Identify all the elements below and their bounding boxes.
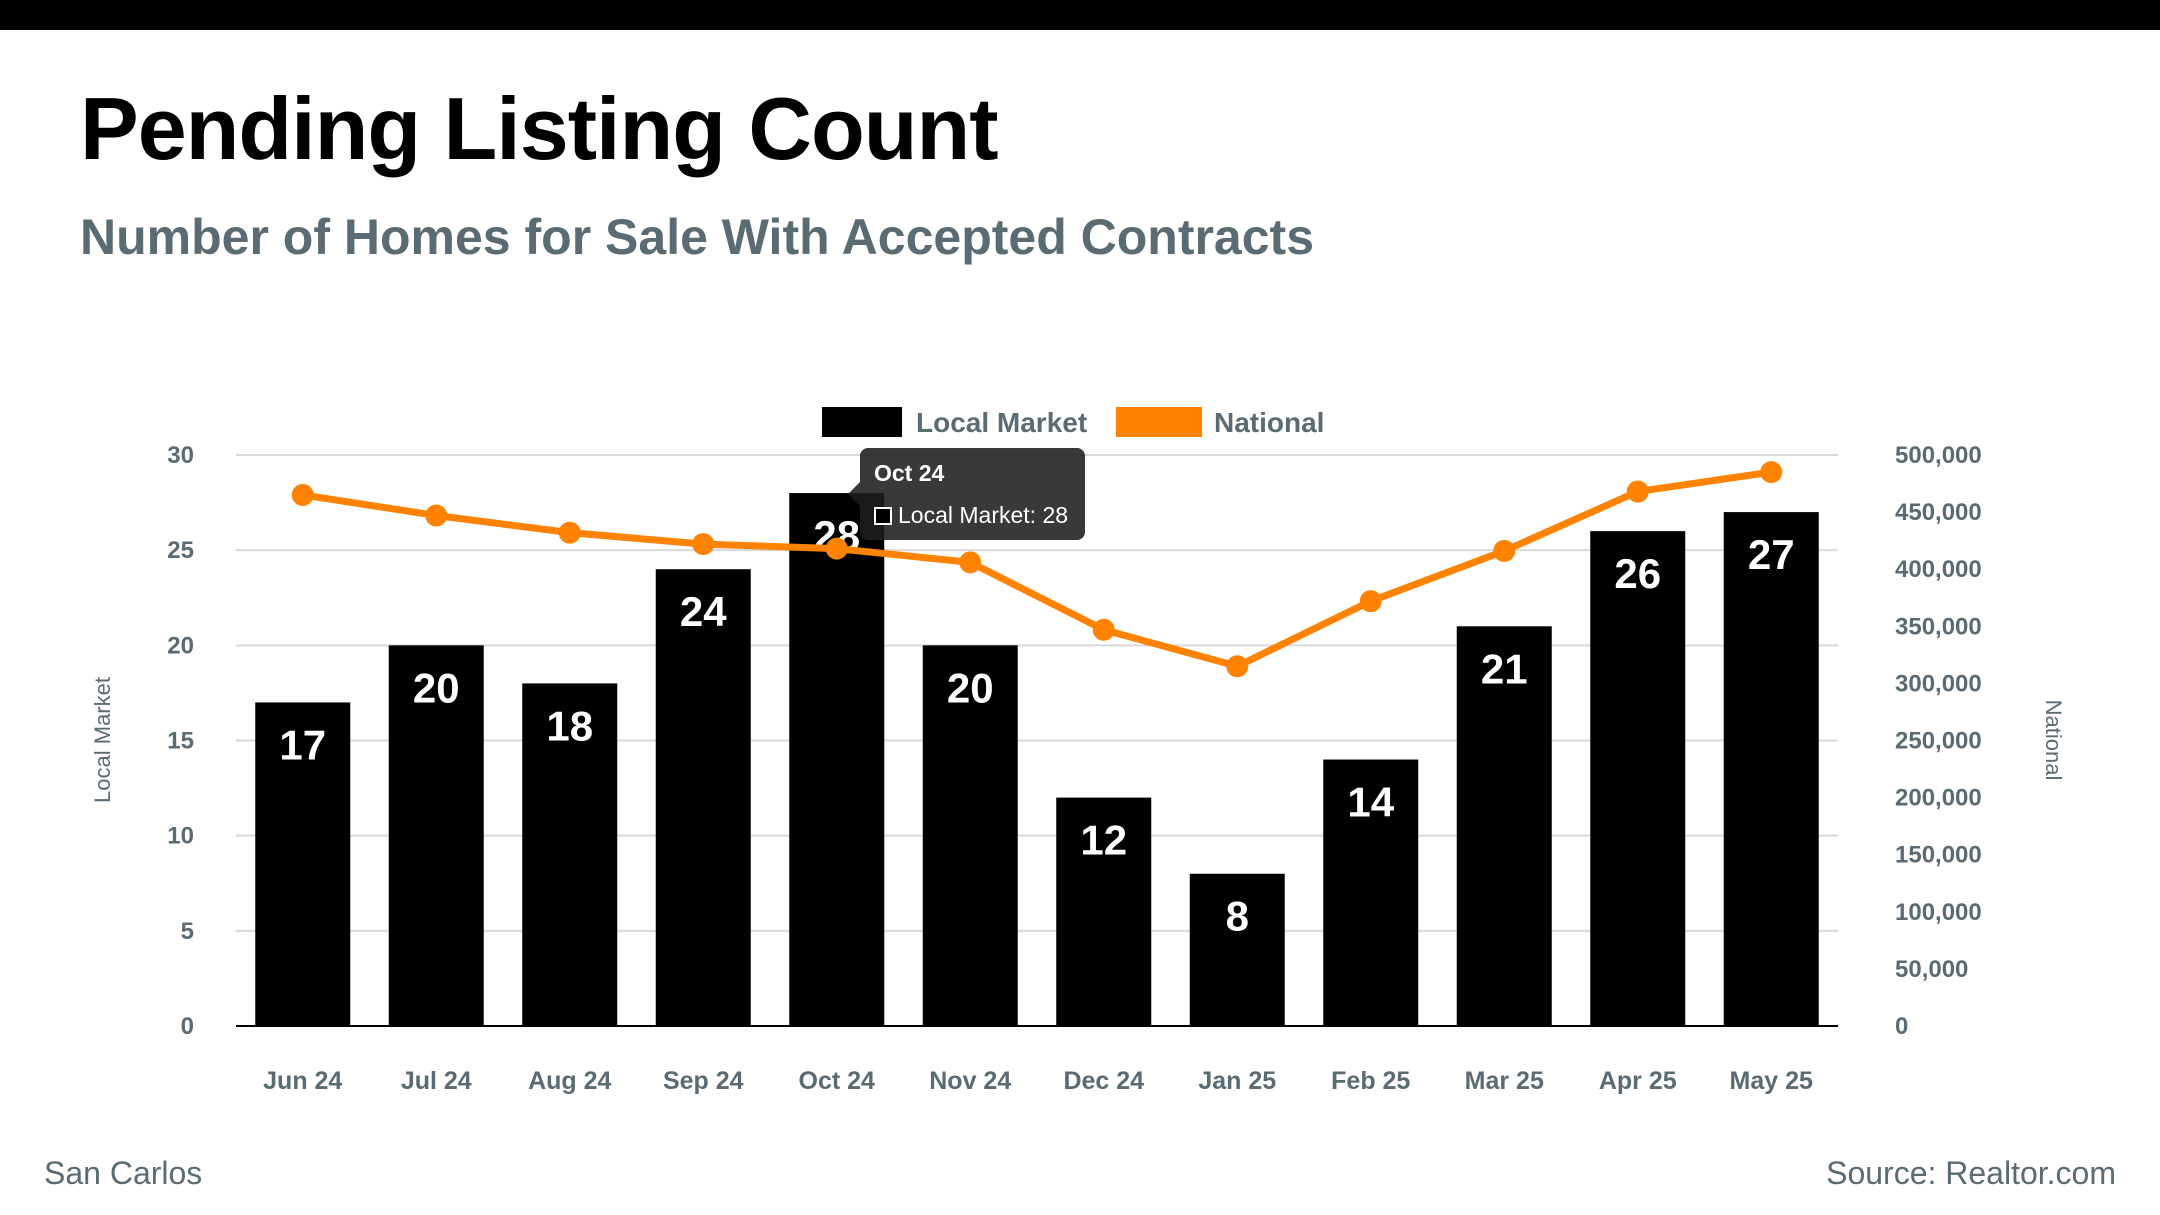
bar-value-label: 26: [1614, 550, 1661, 597]
y-right-tick-label: 200,000: [1895, 785, 1982, 812]
x-tick-label: Mar 25: [1465, 1067, 1544, 1095]
x-tick-label: Jul 24: [401, 1067, 472, 1095]
location-label: San Carlos: [44, 1155, 203, 1191]
bar: [388, 645, 484, 1026]
bar: [922, 645, 1018, 1026]
top-bar: [0, 0, 2160, 30]
bar-value-label: 14: [1347, 779, 1394, 826]
y-right-tick-label: 300,000: [1895, 670, 1982, 697]
legend-label-local: Local Market: [916, 407, 1087, 438]
tooltip-label: Local Market: 28: [898, 502, 1069, 528]
x-tick-label: Apr 25: [1599, 1067, 1677, 1095]
y-tick-label: 25: [167, 537, 194, 564]
legend-swatch-local: [822, 407, 902, 437]
source-label: Source: Realtor.com: [1826, 1155, 2116, 1191]
y-right-tick-label: 250,000: [1895, 728, 1982, 755]
y-right-tick-label: 50,000: [1895, 956, 1968, 983]
legend-label-national: National: [1214, 407, 1324, 438]
y-right-tick-label: 0: [1895, 1013, 1908, 1040]
x-tick-label: May 25: [1730, 1067, 1813, 1095]
y-right-tick-label: 150,000: [1895, 842, 1982, 869]
national-point: [1092, 618, 1115, 641]
legend-swatch-national: [1116, 407, 1202, 437]
national-point: [425, 504, 448, 527]
y-right-tick-label: 450,000: [1895, 499, 1982, 526]
national-point: [291, 483, 314, 506]
y-right-tick-label: 100,000: [1895, 899, 1982, 926]
x-tick-label: Dec 24: [1063, 1067, 1144, 1095]
y-tick-label: 10: [167, 823, 194, 850]
bar-value-label: 24: [680, 588, 727, 635]
bar-value-label: 12: [1080, 817, 1127, 864]
y-right-axis-title: National: [2041, 700, 2066, 781]
x-tick-label: Oct 24: [799, 1067, 876, 1095]
national-line: [302, 468, 1772, 670]
x-tick-label: Jun 24: [263, 1067, 342, 1095]
y-tick-label: 15: [167, 728, 194, 755]
x-tick-label: Aug 24: [528, 1067, 611, 1095]
page-title: Pending Listing Count: [80, 79, 999, 178]
y-right-tick-label: 500,000: [1895, 442, 1982, 469]
bar-value-label: 18: [546, 702, 593, 749]
national-point: [1760, 461, 1783, 484]
bar: [1323, 759, 1419, 1026]
y-right-tick-label: 400,000: [1895, 556, 1982, 583]
y-tick-label: 30: [167, 442, 194, 469]
bar: [1590, 531, 1686, 1026]
x-tick-label: Sep 24: [663, 1067, 744, 1095]
national-point: [825, 537, 848, 560]
chart-tooltip: Oct 24 Local Market: 28: [848, 448, 1085, 540]
national-point: [692, 533, 715, 556]
bar-value-label: 27: [1748, 531, 1795, 578]
tooltip-title: Oct 24: [874, 460, 945, 486]
y-tick-label: 5: [181, 918, 194, 945]
bar: [1189, 873, 1285, 1026]
bar-value-label: 17: [279, 721, 326, 768]
tooltip-swatch: [874, 506, 892, 525]
tooltip-caret: [848, 482, 860, 506]
bar: [789, 493, 885, 1027]
national-point: [558, 521, 581, 544]
bar: [1723, 512, 1819, 1026]
bar: [655, 569, 751, 1026]
y-axis-title: Local Market: [90, 677, 115, 803]
national-point: [1226, 655, 1249, 678]
bar: [522, 683, 618, 1026]
x-tick-label: Feb 25: [1331, 1067, 1410, 1095]
national-point: [1359, 590, 1382, 613]
national-point: [1493, 539, 1516, 562]
page-subtitle: Number of Homes for Sale With Accepted C…: [80, 209, 1315, 265]
y-right-tick-label: 350,000: [1895, 613, 1982, 640]
national-point: [959, 551, 982, 574]
tooltip-row: Local Market: 28: [874, 502, 1068, 529]
y-tick-label: 0: [181, 1013, 194, 1040]
bar-value-label: 8: [1226, 893, 1249, 940]
x-tick-label: Jan 25: [1198, 1067, 1276, 1095]
bar: [1056, 797, 1152, 1026]
national-point: [1626, 480, 1649, 503]
y-tick-label: 20: [167, 632, 194, 659]
bar: [255, 702, 351, 1026]
bar-value-label: 21: [1481, 645, 1528, 692]
bar: [1456, 626, 1552, 1026]
bar-value-label: 20: [947, 664, 994, 711]
bar-value-label: 20: [413, 664, 460, 711]
x-tick-label: Nov 24: [929, 1067, 1011, 1095]
